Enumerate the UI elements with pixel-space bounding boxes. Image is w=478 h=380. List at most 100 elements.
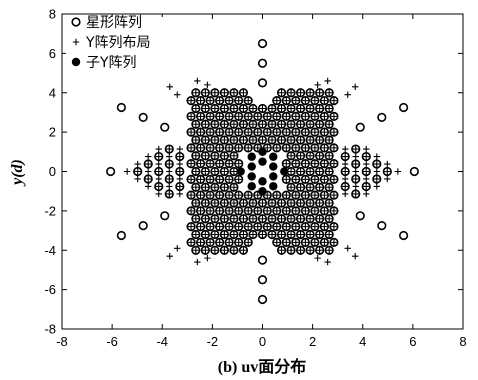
y-array-point <box>325 231 333 238</box>
y-array-point <box>235 239 242 246</box>
y-array-point <box>316 231 323 238</box>
y-array-point <box>363 153 370 160</box>
y-array-point <box>192 215 200 222</box>
y-array-point <box>321 191 328 199</box>
y-array-point <box>249 121 257 128</box>
y-array-point <box>297 89 304 96</box>
y-array-point <box>302 207 309 215</box>
star-arm-point <box>399 102 409 113</box>
y-array-point <box>187 191 195 199</box>
y-array-point <box>311 207 319 215</box>
sub-y-point <box>236 167 245 176</box>
y-array-point <box>192 152 200 159</box>
y-array-point <box>166 252 173 260</box>
y-array-point <box>192 199 200 207</box>
y-array-point <box>155 153 162 160</box>
x-axis-title: (b) uv面分布 <box>218 357 306 376</box>
y-array-point <box>176 145 183 153</box>
y-array-point <box>192 121 200 128</box>
y-array-point <box>273 223 280 230</box>
y-array-point <box>245 207 252 215</box>
y-array-point <box>197 113 204 120</box>
y-array-point <box>216 97 223 104</box>
y-array-point <box>204 81 211 89</box>
x-tick-label: 0 <box>259 334 266 349</box>
y-array-point <box>206 160 214 167</box>
y-array-point <box>155 168 162 175</box>
y-array-point <box>321 97 328 104</box>
star-arm-point <box>160 122 170 132</box>
y-tick-label: -2 <box>44 203 56 218</box>
y-array-point <box>230 184 238 191</box>
y-array-point <box>192 168 200 175</box>
y-array-point <box>287 136 295 144</box>
y-array-point <box>249 136 257 144</box>
y-array-point <box>278 247 285 254</box>
y-array-point <box>225 239 233 246</box>
y-array-point <box>292 176 300 183</box>
y-array-point <box>287 121 295 128</box>
y-array-point <box>330 191 338 199</box>
y-tick-label: 2 <box>49 125 56 140</box>
y-array-point <box>268 136 276 144</box>
y-array-point <box>292 144 300 152</box>
y-array-point <box>283 97 290 104</box>
axis-ticks: -8 -6 -4 -2 0 2 4 6 8 -8 -6 -4 -2 0 2 4 6 8 <box>44 7 466 350</box>
y-array-point <box>221 168 228 175</box>
y-array-point <box>306 152 314 159</box>
y-array-point <box>204 254 211 262</box>
y-array-point <box>134 175 141 183</box>
y-array-point <box>225 160 233 167</box>
y-array-point <box>316 247 323 254</box>
star-arm-point <box>257 38 268 49</box>
legend-label: 星形阵列 <box>86 15 142 31</box>
y-array-point <box>192 184 200 191</box>
y-array-point <box>166 175 173 183</box>
y-array-point <box>321 160 328 167</box>
y-array-point <box>187 207 195 215</box>
y-array-point <box>197 97 204 104</box>
y-array-point <box>321 128 328 136</box>
y-array-point <box>292 97 300 104</box>
y-array-point <box>240 247 247 254</box>
y-array-point <box>325 247 333 254</box>
y-array-point <box>221 105 228 112</box>
y-array-point <box>211 247 219 254</box>
y-array-point <box>302 128 309 136</box>
y-array-point <box>235 160 242 167</box>
y-array-point <box>197 191 204 199</box>
star-arm-point <box>116 230 126 241</box>
y-array-point <box>306 89 314 96</box>
y-array-point <box>287 247 295 254</box>
x-tick-label: 6 <box>409 334 416 349</box>
y-array-point <box>202 89 209 96</box>
y-array-point <box>211 89 219 96</box>
y-array-point <box>352 153 359 160</box>
y-array-point <box>211 136 219 144</box>
y-array-point <box>311 160 319 167</box>
y-array-point <box>330 128 338 136</box>
y-array-point <box>225 223 233 230</box>
y-array-point <box>211 152 219 159</box>
y-array-point <box>254 144 261 152</box>
y-array-point <box>363 145 370 153</box>
y-array-point <box>225 207 233 215</box>
legend-plus-icon <box>72 38 80 46</box>
y-array-point <box>202 215 209 222</box>
y-array-point <box>302 176 309 183</box>
y-array-point <box>278 105 285 112</box>
y-array-point <box>316 136 323 144</box>
y-array-point <box>166 190 173 198</box>
sub-y-point <box>269 162 278 171</box>
y-array-point <box>373 168 380 175</box>
star-arm-point <box>257 294 268 305</box>
y-array-point <box>306 121 314 128</box>
y-array-point <box>202 247 209 254</box>
y-array-point <box>352 83 359 91</box>
y-array-point <box>249 231 257 238</box>
star-arm-point <box>377 221 387 231</box>
y-array-point <box>176 183 183 190</box>
y-array-point <box>342 175 349 183</box>
y-array-point <box>230 121 238 128</box>
y-array-point <box>278 231 285 238</box>
